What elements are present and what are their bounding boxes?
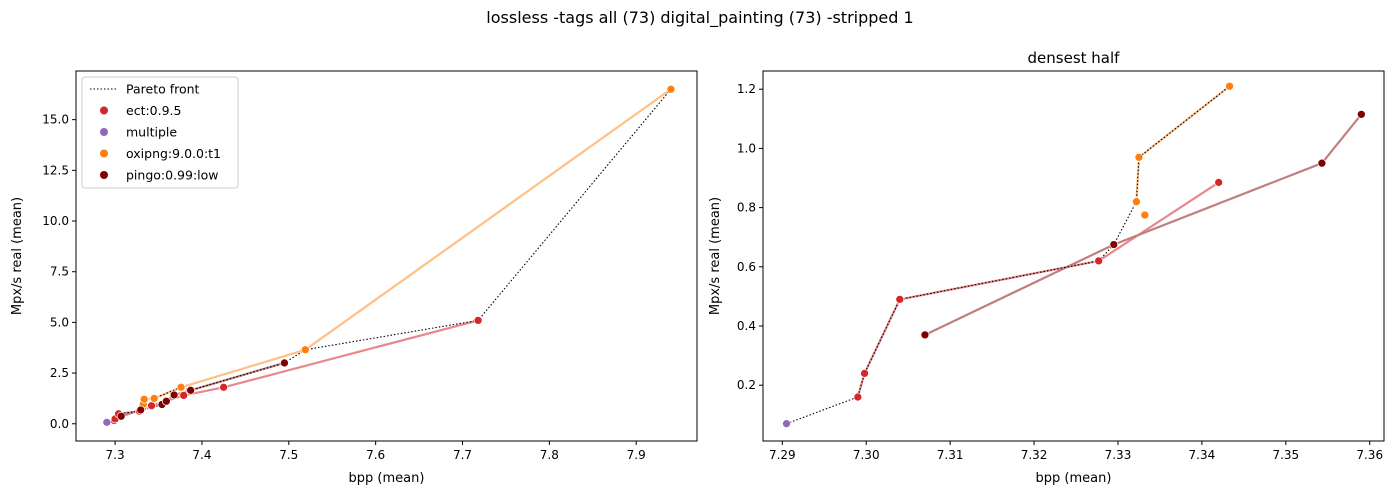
data-point-pingo: [1109, 240, 1119, 249]
data-point-ect: [219, 382, 229, 392]
legend-swatch-multiple: [100, 128, 108, 136]
data-point-ect: [1094, 256, 1104, 266]
data-point-oxipng: [666, 84, 676, 94]
data-point-ect: [147, 401, 156, 411]
x-tick-label: 7.5: [279, 448, 298, 462]
data-point-ect: [860, 369, 869, 378]
data-point-pingo: [169, 390, 179, 400]
data-point-ect: [895, 295, 905, 304]
y-tick-label: 1.0: [737, 141, 756, 155]
x-tick-label: 7.34: [1189, 448, 1216, 462]
data-point-pingo: [161, 396, 171, 406]
x-tick-label: 7.30: [853, 448, 880, 462]
y-tick-label: 0.6: [737, 260, 756, 274]
figure-title: lossless -tags all (73) digital_painting…: [486, 8, 913, 28]
x-tick-label: 7.29: [769, 448, 796, 462]
legend-label-pareto: Pareto front: [126, 82, 200, 97]
data-point-pingo: [280, 358, 289, 368]
chart-title: densest half: [1028, 49, 1121, 67]
chart-panel-right: 7.29 7.30 7.31 7.32 7.33 7.34 7.35 7.36 0.2 0.4 0.…: [708, 49, 1385, 486]
y-tick-label: 0.8: [737, 201, 756, 215]
data-point-ect: [179, 391, 189, 400]
y-tick-label: 7.5: [50, 265, 69, 279]
legend-box: [81, 76, 239, 189]
data-point-pingo: [136, 405, 146, 415]
y-tick-label: 0.2: [737, 378, 756, 392]
x-tick-label: 7.9: [627, 448, 646, 462]
data-point-pingo: [1317, 158, 1327, 168]
data-point-ect: [853, 392, 863, 402]
data-point-oxipng: [1225, 81, 1234, 91]
data-point-ect: [1214, 178, 1224, 187]
y-tick-label: 0.0: [50, 417, 69, 431]
data-point-pingo: [920, 330, 930, 340]
data-point-oxipng: [149, 394, 159, 403]
legend-label-multiple: multiple: [126, 125, 177, 140]
series-line-ect: [113, 319, 479, 422]
legend-label-oxipng: oxipng:9.0.0:t1: [126, 146, 221, 161]
data-point-oxipng: [176, 382, 186, 392]
x-tick-label: 7.8: [540, 448, 559, 462]
x-axis-label: bpp (mean): [349, 471, 425, 486]
data-point-ect: [473, 316, 483, 325]
series-line-ect: [856, 181, 1220, 398]
data-point-pingo: [186, 385, 195, 395]
plot-frame: [75, 70, 698, 442]
series-line-pingo: [924, 113, 1363, 336]
legend-swatch-pingo: [100, 171, 108, 179]
data-point-oxipng: [1134, 152, 1144, 162]
legend-swatch-ect: [100, 106, 108, 115]
y-axis-label: Mpx/s real (mean): [708, 197, 723, 315]
data-point-multiple: [102, 417, 112, 427]
data-point-multiple: [782, 419, 791, 429]
x-tick-label: 7.31: [937, 448, 964, 462]
y-tick-label: 2.5: [50, 366, 69, 380]
data-point-pingo: [1356, 110, 1366, 119]
y-tick-label: 10.0: [42, 214, 69, 228]
y-tick-label: 12.5: [42, 163, 69, 177]
plot-frame: [762, 70, 1385, 442]
data-point-oxipng: [300, 345, 310, 355]
y-axis-label: Mpx/s real (mean): [10, 197, 25, 315]
data-point-oxipng: [139, 394, 149, 404]
x-tick-label: 7.33: [1105, 448, 1132, 462]
x-tick-label: 7.7: [453, 448, 472, 462]
y-tick-label: 0.4: [737, 319, 756, 333]
data-point-oxipng: [1132, 197, 1141, 207]
pareto-front-line: [786, 85, 1230, 425]
x-tick-label: 7.36: [1356, 448, 1383, 462]
x-axis-label: bpp (mean): [1036, 471, 1112, 486]
x-tick-label: 7.4: [192, 448, 211, 462]
data-point-pingo: [116, 411, 126, 421]
data-point-oxipng: [1140, 210, 1150, 220]
y-tick-label: 1.2: [737, 82, 756, 96]
y-tick-label: 5.0: [50, 315, 69, 329]
chart-panel-left: 7.3 7.4 7.5 7.6 7.7 7.8 7.9 0.0 2.5 5.0 7.5 10.0 12.…: [10, 70, 698, 486]
legend-label-ect: ect:0.9.5: [126, 103, 181, 118]
legend-label-pingo: pingo:0.99:low: [126, 168, 219, 183]
x-tick-label: 7.3: [106, 448, 125, 462]
y-tick-label: 15.0: [42, 113, 69, 127]
legend-swatch-oxipng: [100, 149, 108, 158]
x-tick-label: 7.32: [1021, 448, 1048, 462]
x-tick-label: 7.6: [366, 448, 385, 462]
x-tick-label: 7.35: [1272, 448, 1299, 462]
